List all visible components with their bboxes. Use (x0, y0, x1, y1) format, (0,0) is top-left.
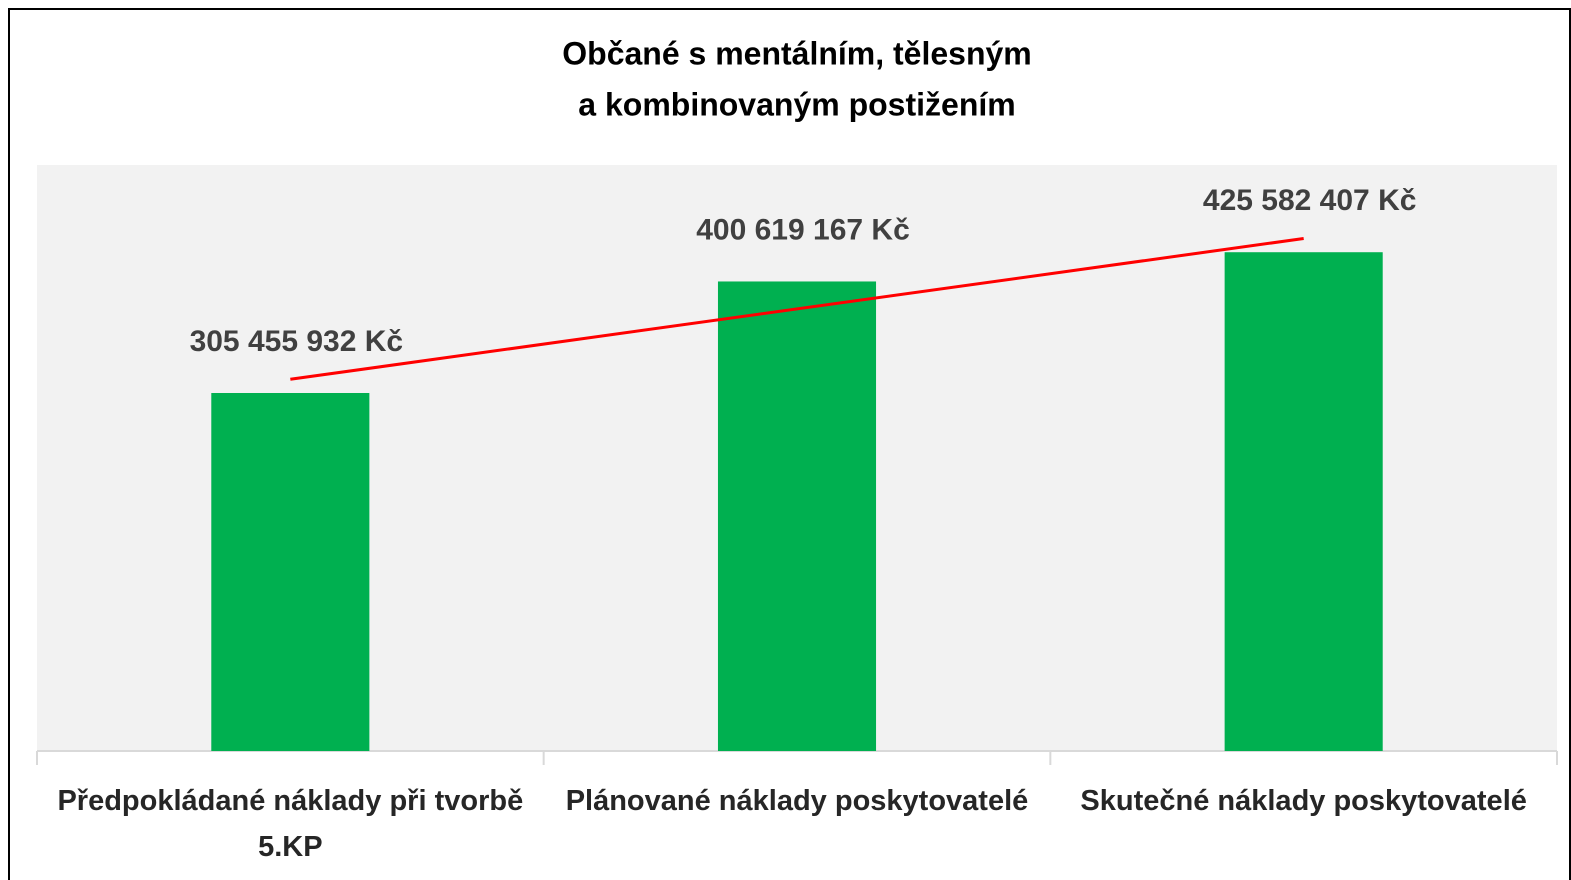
data-label: 425 582 407 Kč (1203, 184, 1417, 217)
bar (211, 393, 370, 751)
trendline (290, 237, 1304, 381)
bar (717, 281, 877, 751)
x-tick-label: Plánované náklady poskytovatelé (565, 785, 1029, 817)
data-label: 400 619 167 Kč (696, 213, 910, 246)
x-tick-label: Skutečné náklady poskytovatelé (1080, 785, 1527, 817)
bar (1224, 252, 1383, 752)
chart-title: Občané s mentálním, tělesným (562, 35, 1032, 71)
x-tick-label: Předpokládané náklady při tvorbě 5.KP (57, 785, 524, 863)
data-label: 305 455 932 Kč (190, 325, 404, 358)
chart-title: a kombinovaným postižením (578, 86, 1015, 122)
